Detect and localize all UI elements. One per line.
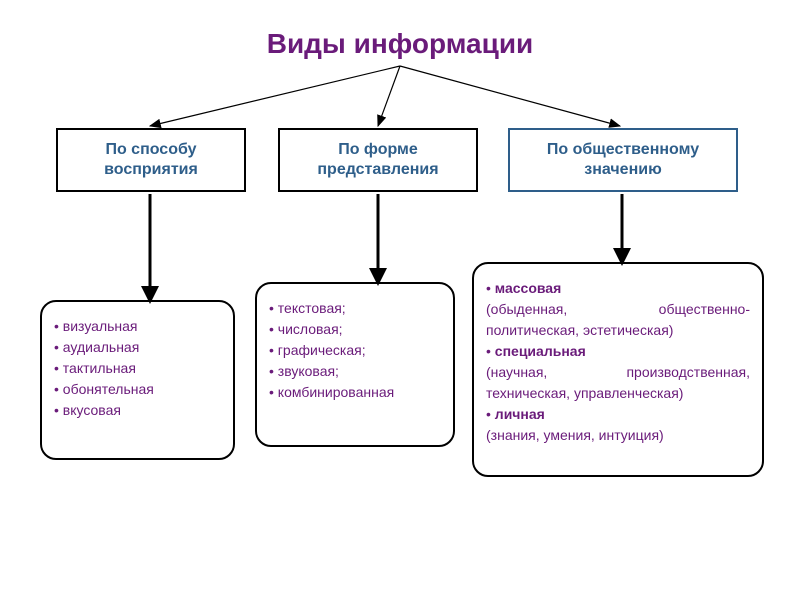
list-item: вкусовая — [54, 400, 221, 421]
detail-social-list: массовая(обыденная, общественно-политиче… — [486, 278, 750, 446]
diagram-title: Виды информации — [0, 28, 800, 60]
list-item: текстовая; — [269, 298, 441, 319]
detail-perception: визуальнаяаудиальнаятактильнаяобонятельн… — [40, 300, 235, 460]
category-social: По общественному значению — [508, 128, 738, 192]
list-item: личная (знания, умения, интуиция) — [486, 404, 750, 446]
category-form: По форме представления — [278, 128, 478, 192]
list-item: звуковая; — [269, 361, 441, 382]
list-item: специальная (научная, производственная, … — [486, 341, 750, 404]
list-item: визуальная — [54, 316, 221, 337]
list-item: массовая(обыденная, общественно-политиче… — [486, 278, 750, 341]
list-item: числовая; — [269, 319, 441, 340]
detail-perception-list: визуальнаяаудиальнаятактильнаяобонятельн… — [54, 316, 221, 421]
list-item: графическая; — [269, 340, 441, 361]
detail-form: текстовая;числовая;графическая;звуковая;… — [255, 282, 455, 447]
category-perception: По способу восприятия — [56, 128, 246, 192]
detail-form-list: текстовая;числовая;графическая;звуковая;… — [269, 298, 441, 403]
list-item: обонятельная — [54, 379, 221, 400]
list-item: комбинированная — [269, 382, 441, 403]
list-item: аудиальная — [54, 337, 221, 358]
detail-social: массовая(обыденная, общественно-политиче… — [472, 262, 764, 477]
list-item: тактильная — [54, 358, 221, 379]
